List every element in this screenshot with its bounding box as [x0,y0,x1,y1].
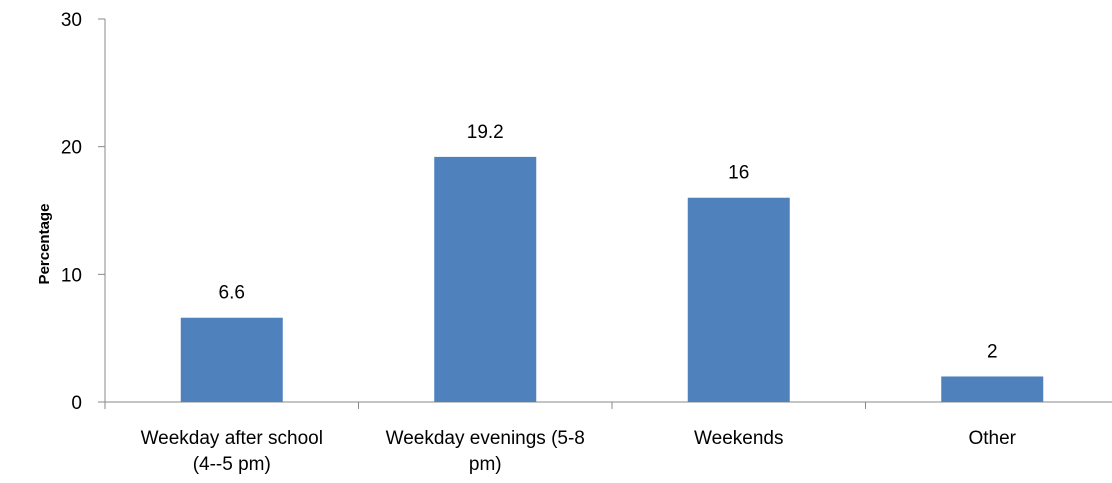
category-label: Weekday evenings (5-8 [386,428,585,449]
bar [687,197,790,402]
data-label: 16 [728,163,749,184]
y-axis-title: Percentage [36,204,53,285]
y-tick-label: 0 [71,393,82,414]
y-tick-label: 10 [61,265,82,286]
category-label: Weekends [694,428,783,449]
labels: 0 10 20 30 6.6 Weekday after school (4--5 pm) 1… [61,10,1017,475]
category-label: pm) [469,454,502,475]
data-label: 19.2 [467,122,504,143]
category-label: (4--5 pm) [193,454,271,475]
category-label: Other [968,428,1016,449]
data-label: 2 [987,341,998,362]
bar [434,156,537,402]
y-tick-label: 20 [61,138,82,159]
bar [180,317,283,402]
data-label: 6.6 [219,283,245,304]
bar [941,376,1044,402]
bars [180,156,1044,402]
category-label: Weekday after school [141,428,323,449]
y-tick-label: 30 [61,10,82,31]
